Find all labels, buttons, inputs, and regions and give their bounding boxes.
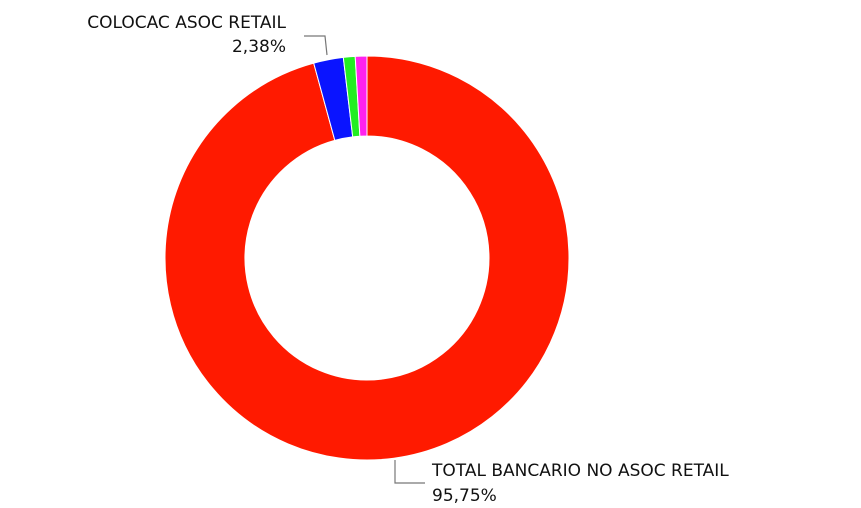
leader-line-total-bancario (394, 460, 425, 484)
slice-label-total-bancario-value: 95,75% (432, 486, 497, 506)
donut-slice-total-bancario-no-asoc-retail (164, 55, 570, 461)
donut-slices (164, 55, 570, 461)
donut-slice-unlabeled-3 (354, 55, 368, 137)
slice-label-colocac-asoc-retail-name: COLOCAC ASOC RETAIL (87, 13, 286, 33)
leader-line-colocac-asoc-retail (304, 35, 328, 56)
slice-label-total-bancario-name: TOTAL BANCARIO NO ASOC RETAIL (431, 461, 729, 481)
slice-label-colocac-asoc-retail-value: 2,38% (232, 37, 286, 57)
